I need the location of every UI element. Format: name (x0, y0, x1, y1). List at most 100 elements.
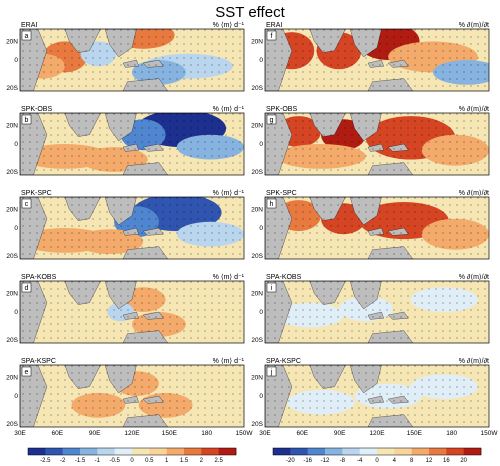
panel-letter: i (271, 285, 273, 292)
y-tick-label: 0 (259, 225, 263, 232)
panel-g: SPK-OBS % ∂⟨m⟩/∂t g 20N 0 20S (251, 105, 490, 176)
panel-name: SPA-KOBS (21, 274, 57, 281)
panel-units: % ⟨m⟩ d⁻¹ (213, 105, 245, 113)
panel-units: % ⟨m⟩ d⁻¹ (213, 189, 245, 197)
panel-letter-box (21, 30, 32, 41)
colorbar-label: -1 (95, 458, 101, 464)
colorbar-label: 16 (443, 458, 450, 464)
panel-frame (19, 280, 245, 344)
panel-letter-box (266, 366, 277, 377)
panel-letter-box (21, 198, 32, 209)
x-tick-label: 120E (369, 430, 385, 437)
panel-b: SPK-OBS % ⟨m⟩ d⁻¹ b 20N 0 20S (6, 105, 245, 176)
panel-name: SPA-KSPC (21, 358, 56, 365)
colorbar-label: 1 (165, 458, 169, 464)
panel-letter: f (271, 33, 273, 40)
colorbar-swatch (377, 448, 395, 455)
panels: ERAI % ⟨m⟩ d⁻¹ a 20N 0 20S ERAI % ∂⟨m⟩/∂t f 20N 0 2… (6, 21, 490, 428)
panel-letter: a (25, 33, 29, 40)
colorbar-swatch (359, 448, 378, 455)
panel-i: SPA-KOBS % ∂⟨m⟩/∂t i 20N 0 20S (251, 273, 490, 344)
panel-a: ERAI % ⟨m⟩ d⁻¹ a 20N 0 20S (6, 21, 245, 92)
colorbar-swatch (446, 448, 464, 455)
panel-frame (264, 364, 490, 428)
x-tick-label: 180 (201, 430, 212, 437)
panel-letter: h (270, 201, 274, 208)
colorbar-label: 2 (200, 458, 204, 464)
significance-stipple (265, 113, 489, 175)
colorbar-label: 8 (410, 458, 414, 464)
colorbar-label: -8 (340, 458, 346, 464)
colorbar-label: -1.5 (75, 458, 86, 464)
colorbar-swatch (184, 448, 202, 455)
panel-frame (19, 28, 245, 92)
panel-name: SPA-KSPC (266, 358, 301, 365)
panel-name: SPK-OBS (266, 106, 297, 113)
colorbar-swatch (62, 448, 81, 455)
panel-letter-box (266, 30, 277, 41)
colorbar-swatch (394, 448, 412, 455)
panel-letter-box (21, 366, 32, 377)
colorbar-swatch (218, 448, 237, 455)
colorbar-label: -4 (357, 458, 363, 464)
panel-frame (264, 28, 490, 92)
colorbar-swatch (166, 448, 185, 455)
colorbar-frame (272, 447, 482, 456)
y-tick-label: 20N (6, 122, 18, 129)
x-tick-label: 150W (236, 430, 254, 437)
panel-letter-box (21, 282, 32, 293)
colorbar-swatch (97, 448, 115, 455)
panel-frame (19, 364, 245, 428)
colorbars: -2.5 -2 -1.5 -1 -0.5 0 0.5 1 1.5 2 2.5 -20 -16 -12 -8-… (27, 447, 482, 464)
y-tick-label: 0 (14, 309, 18, 316)
colorbar-label: 0.5 (145, 458, 154, 464)
y-tick-label: 0 (14, 57, 18, 64)
panel-letter: j (270, 369, 273, 376)
significance-stipple (20, 197, 244, 259)
colorbar-swatch (411, 448, 430, 455)
colorbar-label: 12 (426, 458, 433, 464)
panel-name: ERAI (266, 22, 282, 29)
x-tick-label: 90E (334, 430, 346, 437)
panel-h: SPK-SPC % ∂⟨m⟩/∂t h 20N 0 20S (251, 189, 490, 260)
panel-j: SPA-KSPC % ∂⟨m⟩/∂t j 20N 0 20S (251, 357, 490, 428)
colorbar-swatch (149, 448, 167, 455)
panel-frame (264, 112, 490, 176)
panel-name: ERAI (21, 22, 37, 29)
panel-name: SPK-SPC (21, 190, 52, 197)
panel-name: SPA-KOBS (266, 274, 302, 281)
x-tick-label: 60E (297, 430, 309, 437)
panel-letter-box (21, 114, 32, 125)
panel-frame (19, 196, 245, 260)
colorbar-label: 20 (460, 458, 467, 464)
x-tick-label: 90E (89, 430, 101, 437)
panel-units: % ∂⟨m⟩/∂t (459, 273, 489, 281)
significance-stipple (20, 365, 244, 427)
y-tick-label: 20S (251, 337, 263, 344)
panel-letter: e (25, 369, 29, 376)
y-tick-label: 0 (259, 393, 263, 400)
colorbar-label: 0 (130, 458, 134, 464)
colorbar-swatch (325, 448, 343, 455)
y-tick-label: 20S (6, 169, 18, 176)
y-tick-label: 20S (6, 337, 18, 344)
panel-units: % ⟨m⟩ d⁻¹ (213, 21, 245, 29)
colorbar-swatch (290, 448, 308, 455)
colorbar-swatch (28, 448, 46, 455)
panel-letter-box (266, 198, 277, 209)
y-tick-label: 20N (6, 206, 18, 213)
significance-stipple (265, 281, 489, 343)
panel-frame (264, 196, 490, 260)
panel-letter-box (266, 114, 277, 125)
y-tick-label: 20N (251, 206, 263, 213)
panel-d: SPA-KOBS % ⟨m⟩ d⁻¹ d 20N 0 20S (6, 273, 245, 344)
y-tick-label: 20N (6, 38, 18, 45)
y-tick-label: 20S (251, 253, 263, 260)
colorbar-label: 4 (393, 458, 397, 464)
colorbar-frame (27, 447, 237, 456)
x-tick-label: 30E (259, 430, 271, 437)
colorbar-swatch (307, 448, 326, 455)
y-tick-label: 0 (259, 309, 263, 316)
colorbar-swatch (80, 448, 98, 455)
